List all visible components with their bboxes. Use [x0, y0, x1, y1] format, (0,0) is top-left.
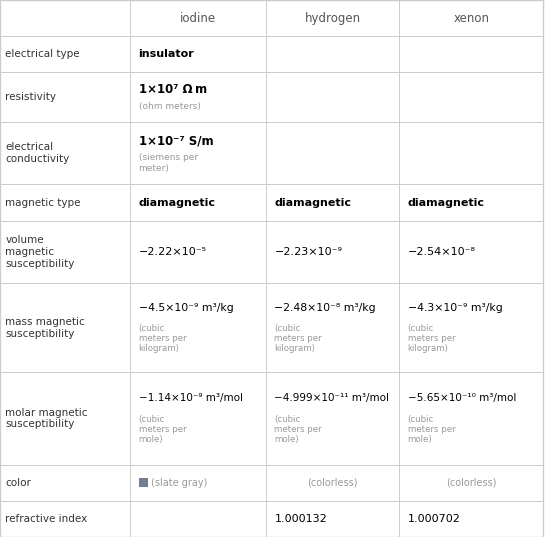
Text: (colorless): (colorless): [307, 477, 358, 488]
Text: −2.54×10⁻⁸: −2.54×10⁻⁸: [407, 247, 476, 257]
Text: (cubic
meters per
mole): (cubic meters per mole): [139, 415, 186, 445]
Text: −2.22×10⁻⁵: −2.22×10⁻⁵: [139, 247, 206, 257]
Text: hydrogen: hydrogen: [305, 12, 361, 25]
Text: iodine: iodine: [180, 12, 216, 25]
Text: 1×10⁷ Ω m: 1×10⁷ Ω m: [139, 83, 207, 96]
Text: 1×10⁻⁷ S/m: 1×10⁻⁷ S/m: [139, 134, 213, 147]
Bar: [139, 478, 149, 488]
Text: volume
magnetic
susceptibility: volume magnetic susceptibility: [5, 235, 75, 268]
Text: color: color: [5, 477, 31, 488]
Text: electrical
conductivity: electrical conductivity: [5, 142, 70, 164]
Text: (cubic
meters per
kilogram): (cubic meters per kilogram): [275, 324, 322, 353]
Text: −1.14×10⁻⁹ m³/mol: −1.14×10⁻⁹ m³/mol: [139, 393, 242, 403]
Text: (cubic
meters per
mole): (cubic meters per mole): [407, 415, 455, 445]
Text: refractive index: refractive index: [5, 514, 88, 524]
Text: −5.65×10⁻¹⁰ m³/mol: −5.65×10⁻¹⁰ m³/mol: [407, 393, 516, 403]
Text: (colorless): (colorless): [446, 477, 497, 488]
Text: (ohm meters): (ohm meters): [139, 101, 200, 111]
Text: 1.000132: 1.000132: [275, 514, 327, 524]
Text: −4.3×10⁻⁹ m³/kg: −4.3×10⁻⁹ m³/kg: [407, 303, 502, 313]
Text: −4.5×10⁻⁹ m³/kg: −4.5×10⁻⁹ m³/kg: [139, 303, 233, 313]
Text: −2.48×10⁻⁸ m³/kg: −2.48×10⁻⁸ m³/kg: [275, 303, 376, 313]
Text: resistivity: resistivity: [5, 92, 56, 102]
Text: (cubic
meters per
kilogram): (cubic meters per kilogram): [407, 324, 455, 353]
Text: electrical type: electrical type: [5, 49, 80, 60]
Text: (slate gray): (slate gray): [151, 477, 207, 488]
Text: (cubic
meters per
kilogram): (cubic meters per kilogram): [139, 324, 186, 353]
Text: (siemens per: (siemens per: [139, 153, 198, 162]
Text: molar magnetic
susceptibility: molar magnetic susceptibility: [5, 408, 88, 429]
Text: diamagnetic: diamagnetic: [407, 198, 484, 208]
Text: mass magnetic
susceptibility: mass magnetic susceptibility: [5, 317, 85, 339]
Text: −4.999×10⁻¹¹ m³/mol: −4.999×10⁻¹¹ m³/mol: [275, 393, 389, 403]
Text: diamagnetic: diamagnetic: [275, 198, 352, 208]
Text: insulator: insulator: [139, 49, 194, 60]
Text: 1.000702: 1.000702: [407, 514, 460, 524]
Text: −2.23×10⁻⁹: −2.23×10⁻⁹: [275, 247, 342, 257]
Text: (cubic
meters per
mole): (cubic meters per mole): [275, 415, 322, 445]
Text: meter): meter): [139, 164, 169, 173]
Text: xenon: xenon: [453, 12, 489, 25]
Text: diamagnetic: diamagnetic: [139, 198, 216, 208]
Text: magnetic type: magnetic type: [5, 198, 81, 208]
